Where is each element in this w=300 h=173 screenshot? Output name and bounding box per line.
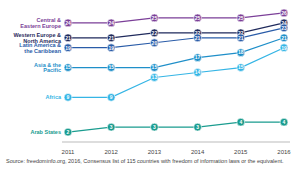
svg-text:22: 22	[152, 30, 158, 36]
svg-text:15: 15	[152, 64, 158, 70]
svg-text:22: 22	[194, 29, 201, 36]
svg-text:25: 25	[195, 15, 201, 21]
svg-text:4: 4	[239, 119, 242, 125]
svg-text:21: 21	[238, 35, 244, 41]
svg-text:3: 3	[153, 124, 156, 130]
svg-text:2016: 2016	[277, 149, 291, 155]
svg-text:24: 24	[281, 19, 287, 26]
svg-text:24: 24	[108, 20, 114, 26]
svg-text:15: 15	[108, 64, 114, 70]
html-text:Source: freedominfo.org, 2016,: Source: freedominfo.org, 2016, Consensus…	[6, 158, 284, 164]
svg-text:21: 21	[108, 35, 114, 41]
svg-text:2012: 2012	[105, 149, 119, 155]
svg-text:25: 25	[238, 15, 244, 21]
svg-text:21: 21	[281, 35, 287, 41]
svg-text:24: 24	[65, 20, 71, 26]
svg-text:4: 4	[283, 119, 286, 125]
svg-text:25: 25	[152, 15, 158, 21]
svg-text:13: 13	[152, 74, 158, 80]
svg-text:22: 22	[238, 29, 244, 36]
svg-text:21: 21	[195, 35, 201, 41]
svg-text:9: 9	[110, 94, 113, 100]
svg-text:20: 20	[152, 40, 158, 46]
svg-text:3: 3	[196, 124, 199, 130]
svg-text:19: 19	[108, 45, 114, 51]
svg-text:2015: 2015	[234, 149, 248, 155]
svg-text:21: 21	[65, 35, 71, 41]
svg-text:26: 26	[281, 10, 287, 16]
svg-text:19: 19	[65, 45, 71, 51]
svg-text:2011: 2011	[62, 149, 76, 155]
svg-text:Asia & thePacific: Asia & thePacific	[34, 62, 61, 74]
svg-text:9: 9	[67, 94, 70, 100]
svg-text:15: 15	[65, 64, 71, 70]
svg-text:3: 3	[110, 124, 113, 130]
svg-text:Africa: Africa	[45, 94, 62, 100]
svg-text:2013: 2013	[148, 149, 162, 155]
svg-text:19: 19	[281, 45, 287, 51]
html-text:North America: North America	[23, 37, 61, 44]
svg-text:23: 23	[281, 25, 287, 31]
svg-text:2: 2	[67, 129, 70, 135]
svg-text:18: 18	[238, 49, 244, 55]
html-text:Western Europe &: Western Europe &	[13, 31, 61, 38]
svg-text:Central &Eastern Europe: Central &Eastern Europe	[20, 17, 61, 29]
svg-text:15: 15	[238, 64, 244, 70]
svg-text:17: 17	[195, 54, 201, 60]
svg-text:Arab States: Arab States	[30, 129, 61, 135]
svg-text:14: 14	[195, 69, 201, 75]
svg-text:Latin America &the Caribbean: Latin America &the Caribbean	[19, 42, 61, 54]
svg-text:2014: 2014	[191, 149, 205, 155]
